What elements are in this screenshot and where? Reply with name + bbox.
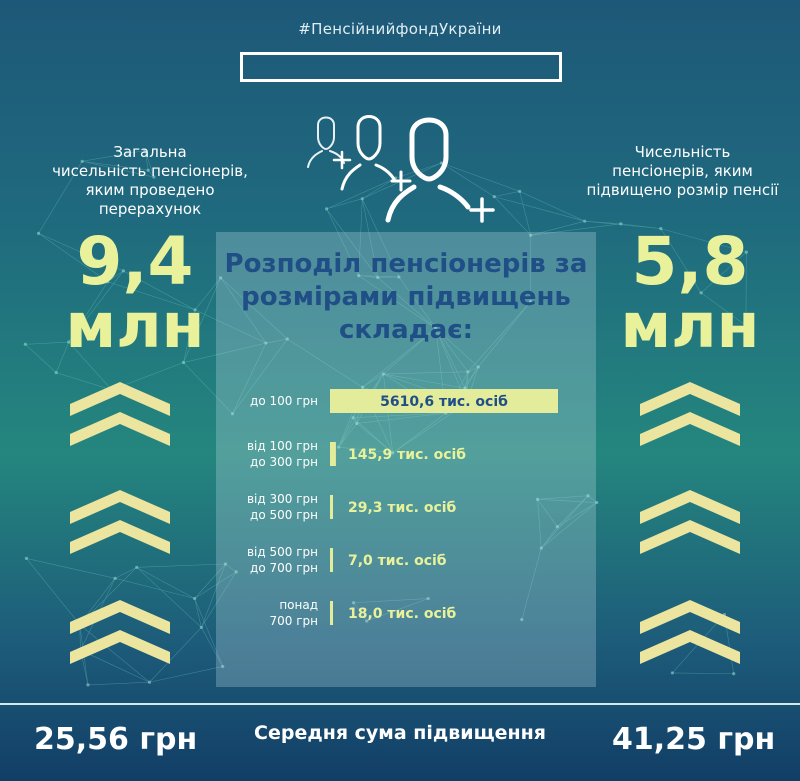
chevron-up-icon xyxy=(70,520,170,554)
left-stat-label-line: чисельність пенсіонерів, xyxy=(52,162,248,180)
hashtag: #ПенсійнийфондУкраїни xyxy=(298,20,502,38)
left-average-amount: 25,56 грн xyxy=(34,722,198,757)
right-stat-unit: млн xyxy=(620,289,760,362)
chevron-up-icon xyxy=(70,630,170,664)
value-label: 29,3 тис. осіб xyxy=(348,500,457,516)
right-chevron-stack xyxy=(640,382,740,664)
left-chevron-stack xyxy=(70,382,170,664)
right-stat-label-line: підвищено розмір пенсії xyxy=(586,181,779,199)
left-stat-label: Загальна чисельність пенсіонерів, яким п… xyxy=(40,143,260,219)
right-stat-value: 5,8 xyxy=(631,223,749,300)
plus-icon xyxy=(390,170,412,192)
category-label: до 100 грн xyxy=(250,394,318,408)
category-label: від 500 грн до 700 грн xyxy=(247,545,318,575)
right-stat-label-line: Чисельність xyxy=(634,143,731,161)
footer-divider xyxy=(0,703,800,705)
plus-icon xyxy=(332,150,352,170)
bar xyxy=(330,442,336,466)
chevron-up-icon xyxy=(640,630,740,664)
right-stat-label-line: пенсіонерів, яким xyxy=(612,162,753,180)
chevron-up-icon xyxy=(70,382,170,416)
chevron-up-icon xyxy=(640,600,740,634)
panel-title-line: Розподіл пенсіонерів за xyxy=(224,249,588,279)
value-label: 145,9 тис. осіб xyxy=(348,447,466,463)
chevron-up-icon xyxy=(640,520,740,554)
chevron-up-icon xyxy=(640,382,740,416)
category-label: від 300 грн до 500 грн xyxy=(247,492,318,522)
chevron-up-icon xyxy=(640,412,740,446)
right-stat-label: Чисельність пенсіонерів, яким підвищено … xyxy=(575,143,790,200)
bar xyxy=(330,548,333,572)
pensioners-icon-group xyxy=(307,115,495,223)
chevron-up-icon xyxy=(640,490,740,524)
title-frame xyxy=(240,52,562,82)
right-average-amount: 41,25 грн xyxy=(612,722,776,757)
value-label: 18,0 тис. осіб xyxy=(348,606,457,622)
category-label: від 100 грн до 300 грн xyxy=(247,439,318,469)
panel-title-line: складає: xyxy=(339,315,473,345)
panel-title: Розподіл пенсіонерів за розмірами підвищ… xyxy=(216,248,596,347)
left-stat-label-line: Загальна xyxy=(113,143,187,161)
chevron-up-icon xyxy=(70,490,170,524)
distribution-bar-chart: до 100 грн 5610,6 тис. осіб від 100 грн до … xyxy=(247,389,558,628)
left-stat-label-line: яким проведено перерахунок xyxy=(85,181,215,218)
left-stat-value: 9,4 xyxy=(76,223,194,300)
distribution-panel xyxy=(216,232,596,687)
value-label: 7,0 тис. осіб xyxy=(348,553,447,569)
average-increase-caption: Середня сума підвищення xyxy=(254,722,546,744)
bar xyxy=(330,495,333,519)
plus-icon xyxy=(469,197,495,223)
value-label: 5610,6 тис. осіб xyxy=(380,394,508,410)
chevron-up-icon xyxy=(70,600,170,634)
chevron-up-icon xyxy=(70,412,170,446)
user-icon xyxy=(307,116,345,168)
bar xyxy=(330,601,333,625)
left-stat-unit: млн xyxy=(65,289,205,362)
user-icon xyxy=(340,115,396,191)
category-label: понад 700 грн xyxy=(270,598,319,628)
user-icon xyxy=(385,117,471,223)
bar xyxy=(330,389,558,413)
panel-title-line: розмірами підвищень xyxy=(241,282,571,312)
